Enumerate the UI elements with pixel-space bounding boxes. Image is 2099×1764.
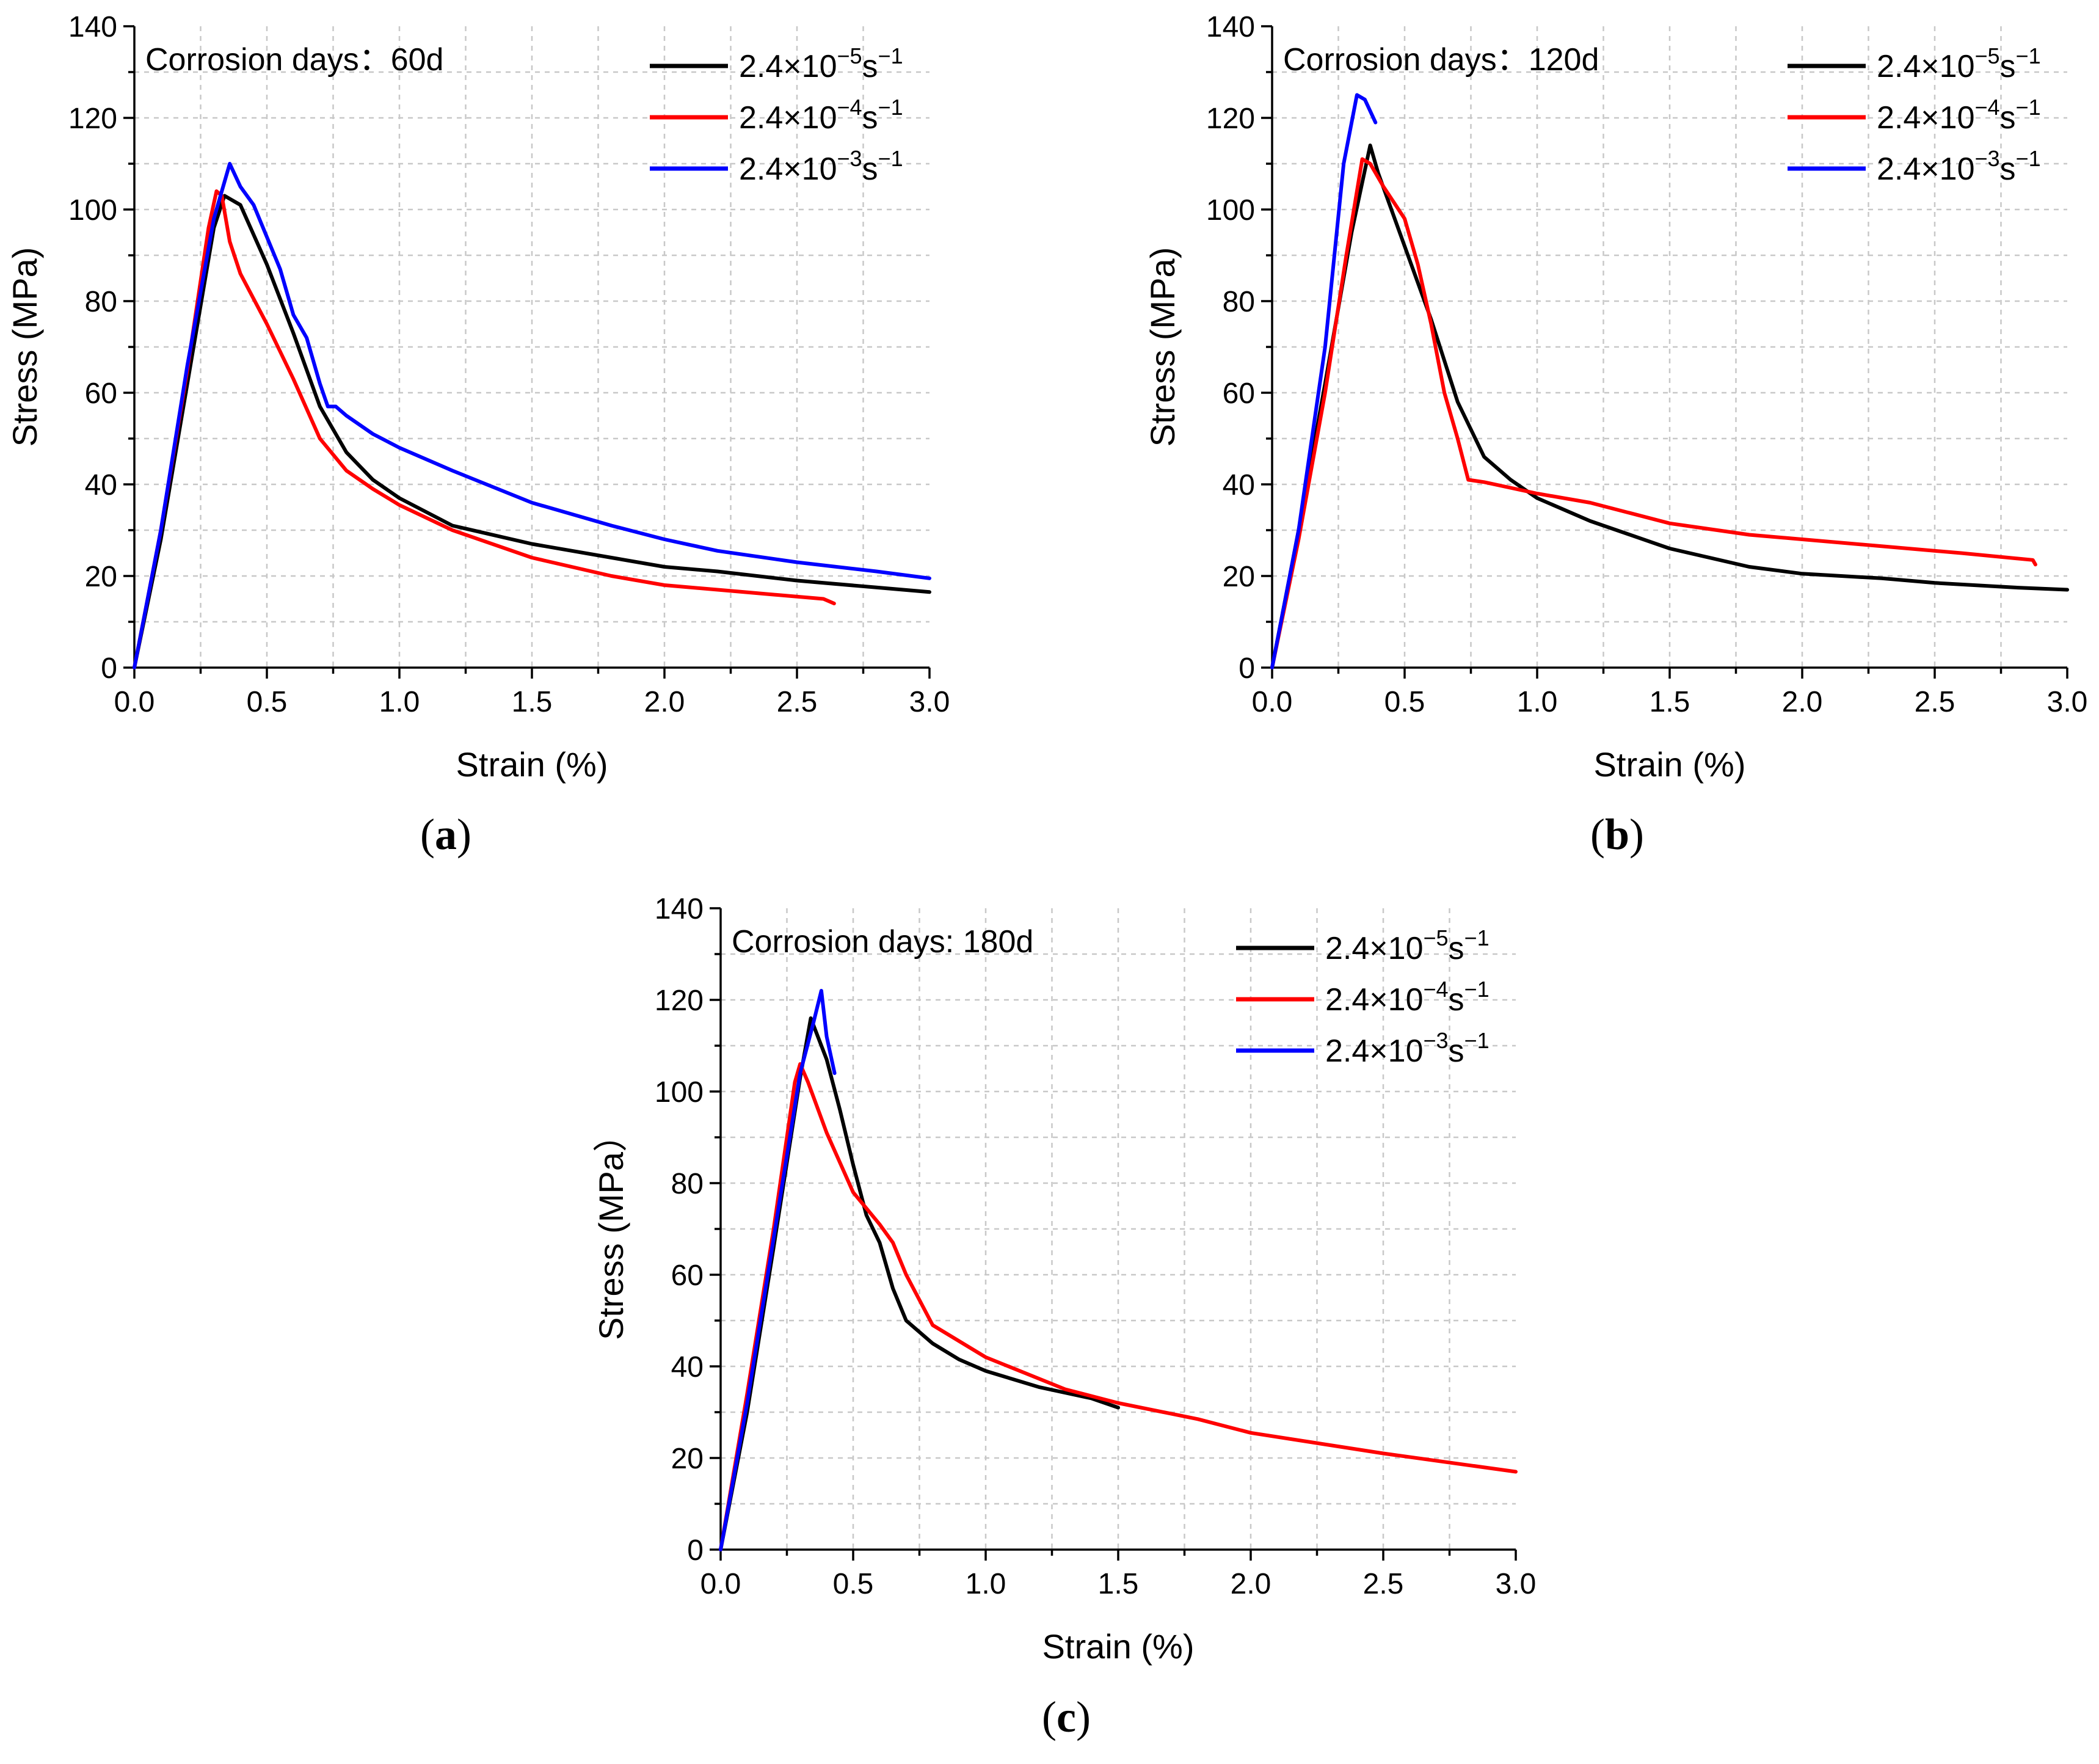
legend-label-3: 2.4×10−3s−1 [739, 146, 903, 187]
x-tick-label: 1.0 [1517, 686, 1558, 718]
x-tick-label: 3.0 [2047, 686, 2088, 718]
x-tick-label: 3.0 [909, 686, 950, 718]
x-tick-label: 2.5 [1363, 1568, 1404, 1600]
series-line-3 [1270, 93, 1378, 669]
x-tick-label: 2.0 [644, 686, 685, 718]
corrosion-days-annotation: Corrosion days：60d [145, 42, 443, 78]
corrosion-days-annotation: Corrosion days：120d [1283, 42, 1599, 78]
y-tick-label: 40 [671, 1351, 704, 1383]
series-line-3 [133, 162, 931, 669]
series-line-1 [133, 194, 931, 669]
y-tick-label: 60 [85, 377, 117, 410]
x-tick-label: 0.0 [700, 1568, 741, 1600]
x-tick-label: 0.0 [1252, 686, 1293, 718]
legend: 2.4×10−5s−1 2.4×10−4s−1 2.4×10−3s−1 [650, 43, 903, 187]
x-axis-title: Strain (%) [456, 745, 608, 784]
x-tick-label: 0.5 [1384, 686, 1425, 718]
y-tick-label: 0 [1239, 652, 1255, 685]
y-tick-label: 0 [687, 1534, 704, 1567]
chart-panel-b: 0.0 0.5 1.0 1.5 2.0 2.5 3.0 0 20 40 60 80 100 120 140 S… [1143, 11, 2087, 784]
y-tick-label: 20 [671, 1443, 704, 1475]
x-tick-label: 1.0 [379, 686, 420, 718]
legend-label-3: 2.4×10−3s−1 [1877, 146, 2041, 187]
y-tick-label: 100 [1206, 194, 1255, 227]
y-tick-label: 60 [1223, 377, 1255, 410]
panel-label-b: (b) [1590, 810, 1644, 859]
legend: 2.4×10−5s−1 2.4×10−4s−1 2.4×10−3s−1 [1788, 43, 2041, 187]
series-line-1 [1270, 144, 2069, 669]
y-tick-label: 20 [85, 561, 117, 593]
chart-panel-c: 0.0 0.5 1.0 1.5 2.0 2.5 3.0 0 20 40 60 80 100 120 140 S… [592, 893, 1536, 1666]
x-tick-label: 0.5 [833, 1568, 874, 1600]
y-tick-label: 120 [68, 103, 117, 135]
y-tick-label: 120 [1206, 103, 1255, 135]
x-tick-label: 3.0 [1496, 1568, 1537, 1600]
x-tick-label: 1.5 [512, 686, 553, 718]
x-tick-label: 2.0 [1231, 1568, 1271, 1600]
legend-label-1: 2.4×10−5s−1 [1877, 43, 2041, 84]
y-tick-label: 120 [655, 985, 704, 1017]
x-tick-label: 2.0 [1782, 686, 1823, 718]
chart-panel-a: 0.0 0.5 1.0 1.5 2.0 2.5 3.0 0 20 40 60 80 100 120 140 S… [5, 11, 950, 784]
series-line-3 [719, 989, 837, 1551]
y-tick-label: 20 [1223, 561, 1255, 593]
legend-label-2: 2.4×10−4s−1 [1325, 977, 1490, 1018]
y-tick-label: 140 [1206, 11, 1255, 43]
x-tick-label: 2.5 [1915, 686, 1955, 718]
x-tick-label: 1.5 [1098, 1568, 1139, 1600]
y-tick-label: 60 [671, 1259, 704, 1292]
y-tick-label: 40 [1223, 469, 1255, 501]
series-line-2 [133, 189, 836, 669]
y-tick-label: 80 [1223, 286, 1255, 318]
y-tick-label: 80 [85, 286, 117, 318]
y-tick-label: 100 [655, 1076, 704, 1109]
x-tick-label: 2.5 [777, 686, 818, 718]
legend-label-1: 2.4×10−5s−1 [1325, 925, 1490, 966]
x-axis-title: Strain (%) [1594, 745, 1746, 784]
series-line-2 [719, 1062, 1518, 1551]
x-tick-label: 0.5 [247, 686, 288, 718]
series-line-2 [1270, 157, 2037, 669]
y-tick-label: 100 [68, 194, 117, 227]
y-tick-label: 40 [85, 469, 117, 501]
y-tick-label: 140 [68, 11, 117, 43]
legend-label-2: 2.4×10−4s−1 [739, 95, 903, 136]
legend-label-3: 2.4×10−3s−1 [1325, 1028, 1490, 1069]
panel-label-c: (c) [1042, 1693, 1091, 1741]
legend-label-2: 2.4×10−4s−1 [1877, 95, 2041, 136]
y-tick-label: 0 [101, 652, 117, 685]
x-axis-title: Strain (%) [1042, 1627, 1195, 1666]
y-tick-label: 140 [655, 893, 704, 925]
x-tick-label: 1.5 [1650, 686, 1690, 718]
x-tick-label: 1.0 [966, 1568, 1006, 1600]
panel-label-a: (a) [420, 810, 471, 859]
legend: 2.4×10−5s−1 2.4×10−4s−1 2.4×10−3s−1 [1236, 925, 1490, 1069]
x-tick-label: 0.0 [114, 686, 155, 718]
y-axis-title: Stress (MPa) [5, 247, 44, 447]
legend-label-1: 2.4×10−5s−1 [739, 43, 903, 84]
y-axis-title: Stress (MPa） [592, 1118, 630, 1340]
corrosion-days-annotation: Corrosion days: 180d [732, 924, 1033, 960]
y-axis-title: Stress (MPa) [1143, 247, 1182, 447]
y-tick-label: 80 [671, 1168, 704, 1200]
